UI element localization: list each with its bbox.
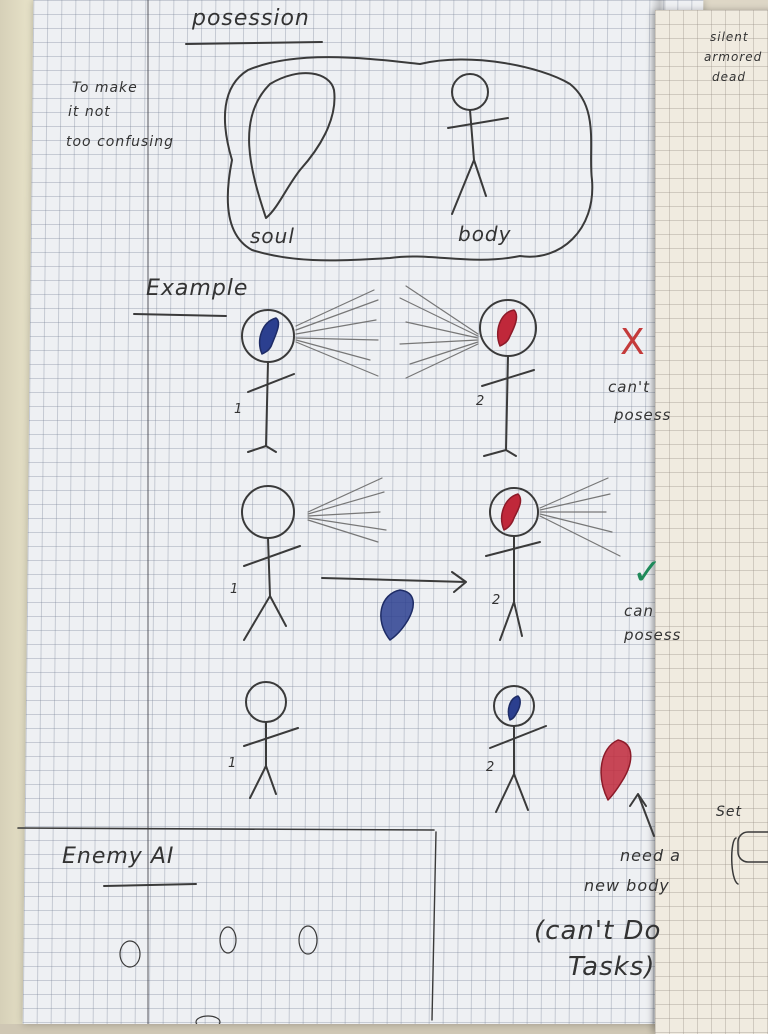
row2-attack-cone-right [539,477,621,557]
row1-attack-cone-right [399,285,479,379]
margin-line [147,0,149,1024]
title-underline [185,41,323,45]
side-note-line-2: it not [68,104,111,120]
right-note-line-2: armored [704,50,763,64]
notebook-right-page [655,10,768,1034]
row1-figure-1 [241,309,295,453]
enemy-vertical-line [431,831,437,1021]
right-note-line-1: silent [710,30,749,44]
section-divider [17,827,435,831]
enemy-marker-4 [195,1015,221,1024]
figure-number-1b: 1 [230,582,240,597]
right-page-bracket [731,837,739,885]
can-text-line-1: can [624,602,654,620]
example-underline [133,313,227,317]
row1-figure-2 [479,299,537,457]
enemy-marker-2 [219,926,237,954]
figure-number-2a: 2 [476,394,486,409]
row3-figure-2 [489,685,547,813]
right-set-label: Set [716,804,742,820]
body-label: body [458,222,512,246]
soul-red-row1 [496,309,518,347]
soul-blue-row3 [507,695,521,721]
side-note-line-3: too confusing [66,134,174,150]
soul-drawing [248,72,336,219]
soul-red-free [600,739,632,801]
figure-number-2b: 2 [492,593,502,608]
enemy-ai-heading: Enemy AI [62,844,175,869]
row2-attack-cone-left [307,477,387,543]
right-page-box [737,831,768,863]
enemy-marker-3 [298,925,318,955]
soul-blue-row1 [258,317,280,355]
enemy-underline [103,883,197,887]
row2-figure-2 [485,487,541,641]
cant-do-tasks-line-1: (can't Do [534,916,662,946]
soul-label: soul [250,224,295,248]
can-text-line-2: posess [624,626,682,644]
body-stick-figure [447,73,509,215]
enemy-marker-1 [119,940,141,968]
figure-number-2c: 2 [486,760,496,775]
right-note-line-3: dead [712,70,746,84]
cant-do-tasks-line-2: Tasks) [568,952,656,982]
row3-figure-1 [243,681,299,799]
figure-number-1c: 1 [228,756,238,771]
can-mark: ✓ [632,552,664,593]
figure-number-1a: 1 [234,402,244,417]
example-heading: Example [146,276,249,301]
concept-cloud [223,56,594,262]
cant-mark: X [620,322,646,363]
cant-text-line-1: can't [608,378,650,396]
side-note-line-1: To make [72,80,138,96]
row2-arrow [321,571,467,593]
row2-figure-1 [241,485,301,641]
need-body-arrow [629,793,655,837]
need-body-line-2: new body [584,876,670,895]
soul-blue-floating [380,589,414,641]
need-body-line-1: need a [620,846,681,865]
soul-red-row2 [500,493,522,531]
page-title: posession [192,6,310,31]
cant-text-line-2: posess [614,406,672,424]
row1-attack-cone-left [295,289,379,377]
